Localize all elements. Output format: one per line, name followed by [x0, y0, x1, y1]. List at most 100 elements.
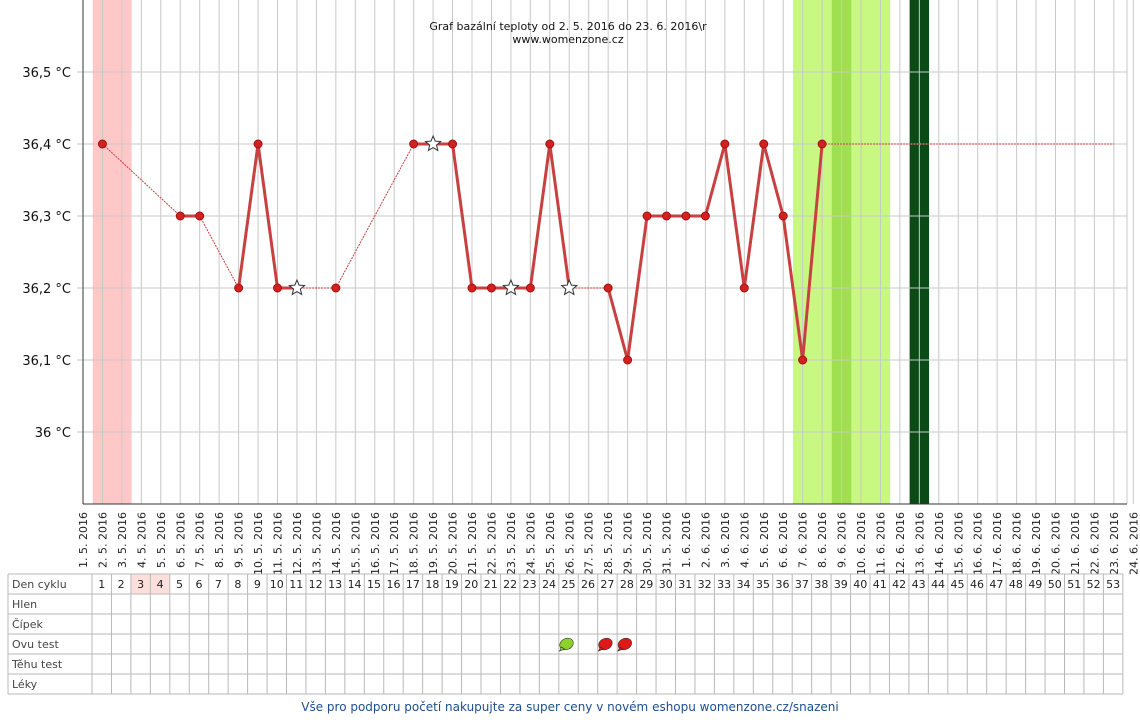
point-star-16: [560, 278, 579, 296]
ovu-test-positive-2: [617, 637, 632, 651]
x-tick-label-23: 24. 5. 2016: [524, 512, 537, 575]
x-tick-label-0: 1. 5. 2016: [77, 512, 90, 568]
x-tick-label-50: 20. 6. 2016: [1050, 512, 1063, 575]
x-tick-label-43: 13. 6. 2016: [913, 512, 926, 575]
series-segment-4: [256, 143, 279, 289]
point-0: [97, 139, 107, 149]
cycle-day-15: 16: [386, 578, 400, 591]
cycle-day-6: 7: [215, 578, 222, 591]
cycle-day-13: 14: [348, 578, 362, 591]
ovu-test-tail-0: [558, 646, 566, 652]
x-tick-label-51: 21. 6. 2016: [1069, 512, 1082, 575]
y-tick-labels: 36 °C 36,1 °C 36,2 °C 36,3 °C 36,4 °C 36,5 °C: [22, 66, 71, 441]
x-tick-label-13: 14. 5. 2016: [330, 512, 343, 575]
band-0: [92, 0, 132, 504]
point-15: [545, 139, 555, 149]
cycle-day-3: 4: [157, 578, 164, 591]
x-tick-label-37: 7. 6. 2016: [797, 512, 810, 568]
point-star-9: [424, 134, 442, 152]
x-tick-label-12: 13. 5. 2016: [310, 512, 323, 575]
point-star-13: [502, 278, 520, 296]
cycle-day-39: 40: [853, 578, 867, 591]
chart-axes: [82, 0, 1127, 505]
x-tick-label-33: 3. 6. 2016: [719, 512, 732, 568]
point-24: [739, 283, 749, 293]
x-tick-label-4: 5. 5. 2016: [155, 512, 168, 568]
cycle-day-33: 34: [737, 578, 751, 591]
point-21: [681, 211, 691, 221]
series-segment-7: [335, 143, 415, 289]
cycle-day-14: 15: [367, 578, 381, 591]
x-tick-label-42: 12. 6. 2016: [894, 512, 907, 575]
x-tick-label-34: 4. 6. 2016: [738, 512, 751, 568]
cycle-day-38: 39: [834, 578, 848, 591]
x-tick-label-49: 19. 6. 2016: [1030, 512, 1043, 575]
cycle-day-18: 19: [445, 578, 459, 591]
table-row-label-0: Den cyklu: [12, 578, 67, 591]
table-row-label-2: Čípek: [12, 618, 43, 631]
x-tick-label-29: 30. 5. 2016: [641, 512, 654, 575]
cycle-day-4: 5: [176, 578, 183, 591]
table-row-label-4: Těhu test: [11, 658, 63, 671]
point-11: [467, 283, 477, 293]
point-23: [720, 139, 730, 149]
point-27: [798, 355, 808, 365]
series-segment-14: [528, 143, 552, 289]
series-segment-15: [548, 143, 571, 289]
y-tick-label-4: 36,4 °C: [22, 138, 71, 153]
table-row-label-1: Hlen: [12, 598, 37, 611]
x-tick-label-26: 27. 5. 2016: [583, 512, 596, 575]
point-7: [331, 283, 341, 293]
cycle-day-17: 18: [425, 578, 439, 591]
x-tick-label-10: 11. 5. 2016: [272, 512, 285, 575]
x-tick-label-11: 12. 5. 2016: [291, 512, 304, 575]
cycle-day-40: 41: [873, 578, 887, 591]
cycle-day-36: 37: [795, 578, 809, 591]
y-tick-label-0: 36 °C: [35, 426, 71, 441]
series-segment-18: [626, 215, 649, 361]
x-tick-label-48: 18. 6. 2016: [1011, 512, 1024, 575]
x-tick-label-27: 28. 5. 2016: [602, 512, 615, 575]
cycle-day-51: 52: [1087, 578, 1101, 591]
x-tick-label-54: 24. 6. 2016: [1127, 512, 1140, 575]
cycle-day-21: 22: [503, 578, 517, 591]
y-tick-label-1: 36,1 °C: [22, 354, 71, 369]
point-20: [662, 211, 671, 221]
point-19: [642, 211, 652, 221]
x-tick-label-35: 5. 6. 2016: [758, 512, 771, 568]
series-segment-17: [606, 287, 630, 361]
cycle-day-20: 21: [484, 578, 498, 591]
series-segment-23: [723, 143, 746, 289]
point-12: [486, 283, 496, 293]
series-segment-10: [451, 143, 474, 289]
point-26: [778, 211, 788, 221]
point-4: [253, 139, 263, 149]
day-highlight-1: [150, 574, 170, 594]
x-tick-label-1: 2. 5. 2016: [96, 512, 109, 568]
x-tick-label-2: 3. 5. 2016: [116, 512, 129, 568]
cycle-day-44: 45: [951, 578, 965, 591]
cycle-day-52: 53: [1106, 578, 1120, 591]
x-tick-label-44: 14. 6. 2016: [933, 512, 946, 575]
footer-promo[interactable]: Vše pro podporu početí nakupujte za supe…: [301, 700, 839, 714]
cycle-day-30: 31: [678, 578, 692, 591]
point-22: [700, 211, 710, 221]
ovu-test-tail-2: [617, 646, 624, 652]
cycle-day-23: 24: [542, 578, 556, 591]
x-tick-label-21: 22. 5. 2016: [485, 512, 498, 575]
cycle-day-43: 44: [931, 578, 945, 591]
day-highlight-0: [130, 574, 151, 594]
point-10: [448, 139, 458, 149]
cycle-day-7: 8: [234, 578, 241, 591]
x-tick-label-38: 8. 6. 2016: [816, 512, 829, 568]
cycle-day-45: 46: [970, 578, 984, 591]
x-tick-label-8: 9. 5. 2016: [233, 512, 246, 568]
cycle-day-11: 12: [309, 578, 323, 591]
x-tick-labels: 1. 5. 2016 2. 5. 2016 3. 5. 2016 4. 5. 2016…: [77, 512, 1140, 575]
cycle-day-25: 26: [581, 578, 595, 591]
x-tick-label-17: 18. 5. 2016: [408, 512, 421, 575]
cycle-day-16: 17: [406, 578, 420, 591]
x-tick-label-15: 16. 5. 2016: [369, 512, 382, 575]
series-segment-3: [237, 143, 260, 289]
cycle-day-37: 38: [814, 578, 828, 591]
